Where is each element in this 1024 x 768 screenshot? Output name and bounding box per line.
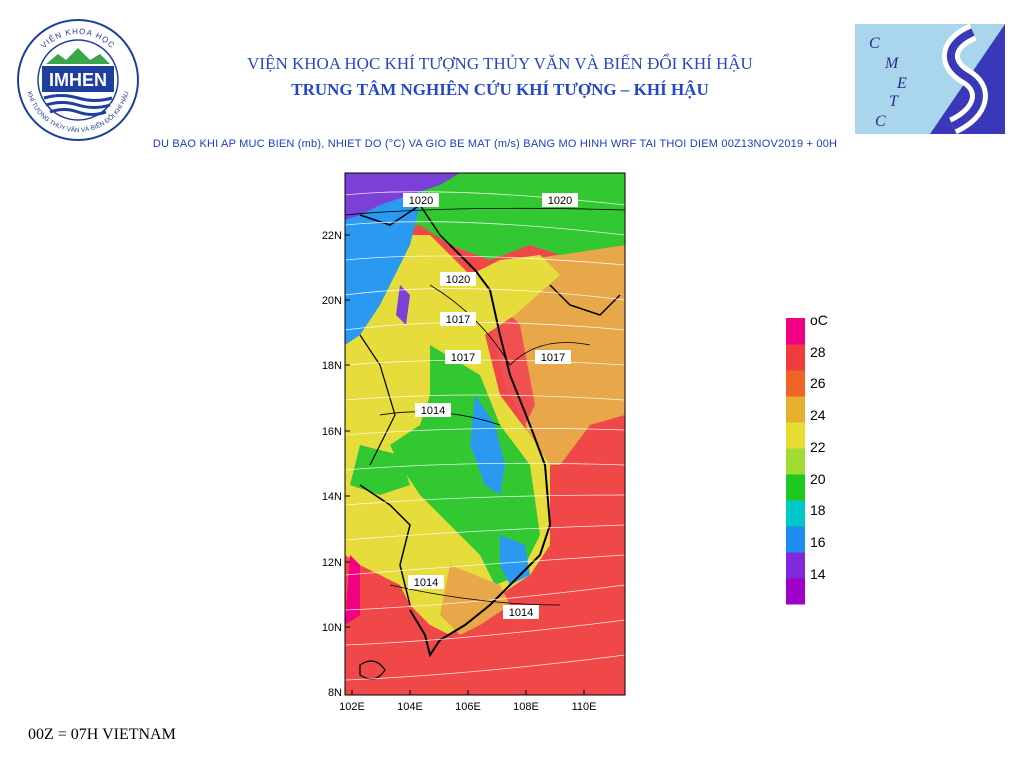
temperature-legend: oC 28 26 24 22 20 18 16 14 (786, 312, 828, 605)
pressure-label: 1017 (451, 352, 475, 364)
pressure-label: 1014 (414, 577, 438, 589)
legend-color-swatch (786, 422, 805, 449)
legend-color-swatch (786, 448, 805, 475)
pressure-label: 1020 (409, 195, 433, 207)
wave-icon (43, 94, 113, 102)
lat-label: 16N (322, 426, 342, 438)
legend-color-swatch (786, 344, 805, 371)
timezone-note: 00Z = 07H VIETNAM (28, 726, 176, 743)
legend-unit: oC (810, 312, 828, 328)
lat-label: 12N (322, 557, 342, 569)
forecast-map: 1020 1020 1020 1017 1017 1017 1014 1014 … (322, 172, 626, 710)
lon-label: 102E (339, 701, 365, 710)
legend-color-swatch (786, 318, 805, 345)
imhen-logo-text: IMHEN (49, 70, 107, 90)
cmetc-logo: C M E T C (855, 24, 1005, 134)
cmetc-letter: M (884, 55, 900, 72)
cmetc-letter: C (869, 35, 880, 52)
legend-color-swatch (786, 370, 805, 397)
pressure-label: 1014 (509, 607, 533, 619)
lon-label: 108E (513, 701, 539, 710)
legend-tick: 28 (810, 344, 826, 360)
lon-label: 106E (455, 701, 481, 710)
pressure-label: 1014 (421, 405, 445, 417)
legend-tick: 20 (810, 471, 826, 487)
lat-label: 14N (322, 491, 342, 503)
legend-color-swatch (786, 474, 805, 501)
legend-color-swatch (786, 500, 805, 527)
legend-color-swatch (786, 578, 805, 605)
lon-label: 110E (572, 701, 597, 710)
center-title: TRUNG TÂM NGHIÊN CỨU KHÍ TƯỢNG – KHÍ HẬU (291, 80, 709, 99)
lon-label: 104E (397, 701, 423, 710)
legend-tick: 24 (810, 407, 826, 423)
mountain-icon (46, 48, 110, 64)
legend-tick: 26 (810, 375, 826, 391)
legend-tick: 16 (810, 534, 826, 550)
legend-color-swatch (786, 526, 805, 553)
pressure-label: 1020 (548, 195, 572, 207)
lat-label: 18N (322, 360, 342, 372)
legend-tick: 22 (810, 439, 826, 455)
cmetc-letter: T (889, 93, 899, 110)
lat-label: 22N (322, 230, 342, 242)
legend-tick: 18 (810, 502, 826, 518)
lat-label: 10N (322, 622, 342, 634)
forecast-subtitle: DU BAO KHI AP MUC BIEN (mb), NHIET DO (°… (152, 138, 838, 150)
lat-label: 20N (322, 295, 342, 307)
imhen-logo: VIỆN KHOA HỌC KHÍ TƯỢNG THỦY VĂN VÀ BIẾN… (17, 19, 139, 141)
legend-color-swatch (786, 396, 805, 423)
pressure-label: 1020 (446, 274, 470, 286)
pressure-label: 1017 (446, 314, 470, 326)
lat-label: 8N (328, 687, 342, 699)
cmetc-letter: C (875, 113, 886, 130)
institute-title: VIỆN KHOA HỌC KHÍ TƯỢNG THỦY VĂN VÀ BIẾN… (247, 54, 753, 73)
legend-color-swatch (786, 552, 805, 579)
legend-tick: 14 (810, 566, 826, 582)
cmetc-letter: E (896, 75, 907, 92)
pressure-label: 1017 (541, 352, 565, 364)
